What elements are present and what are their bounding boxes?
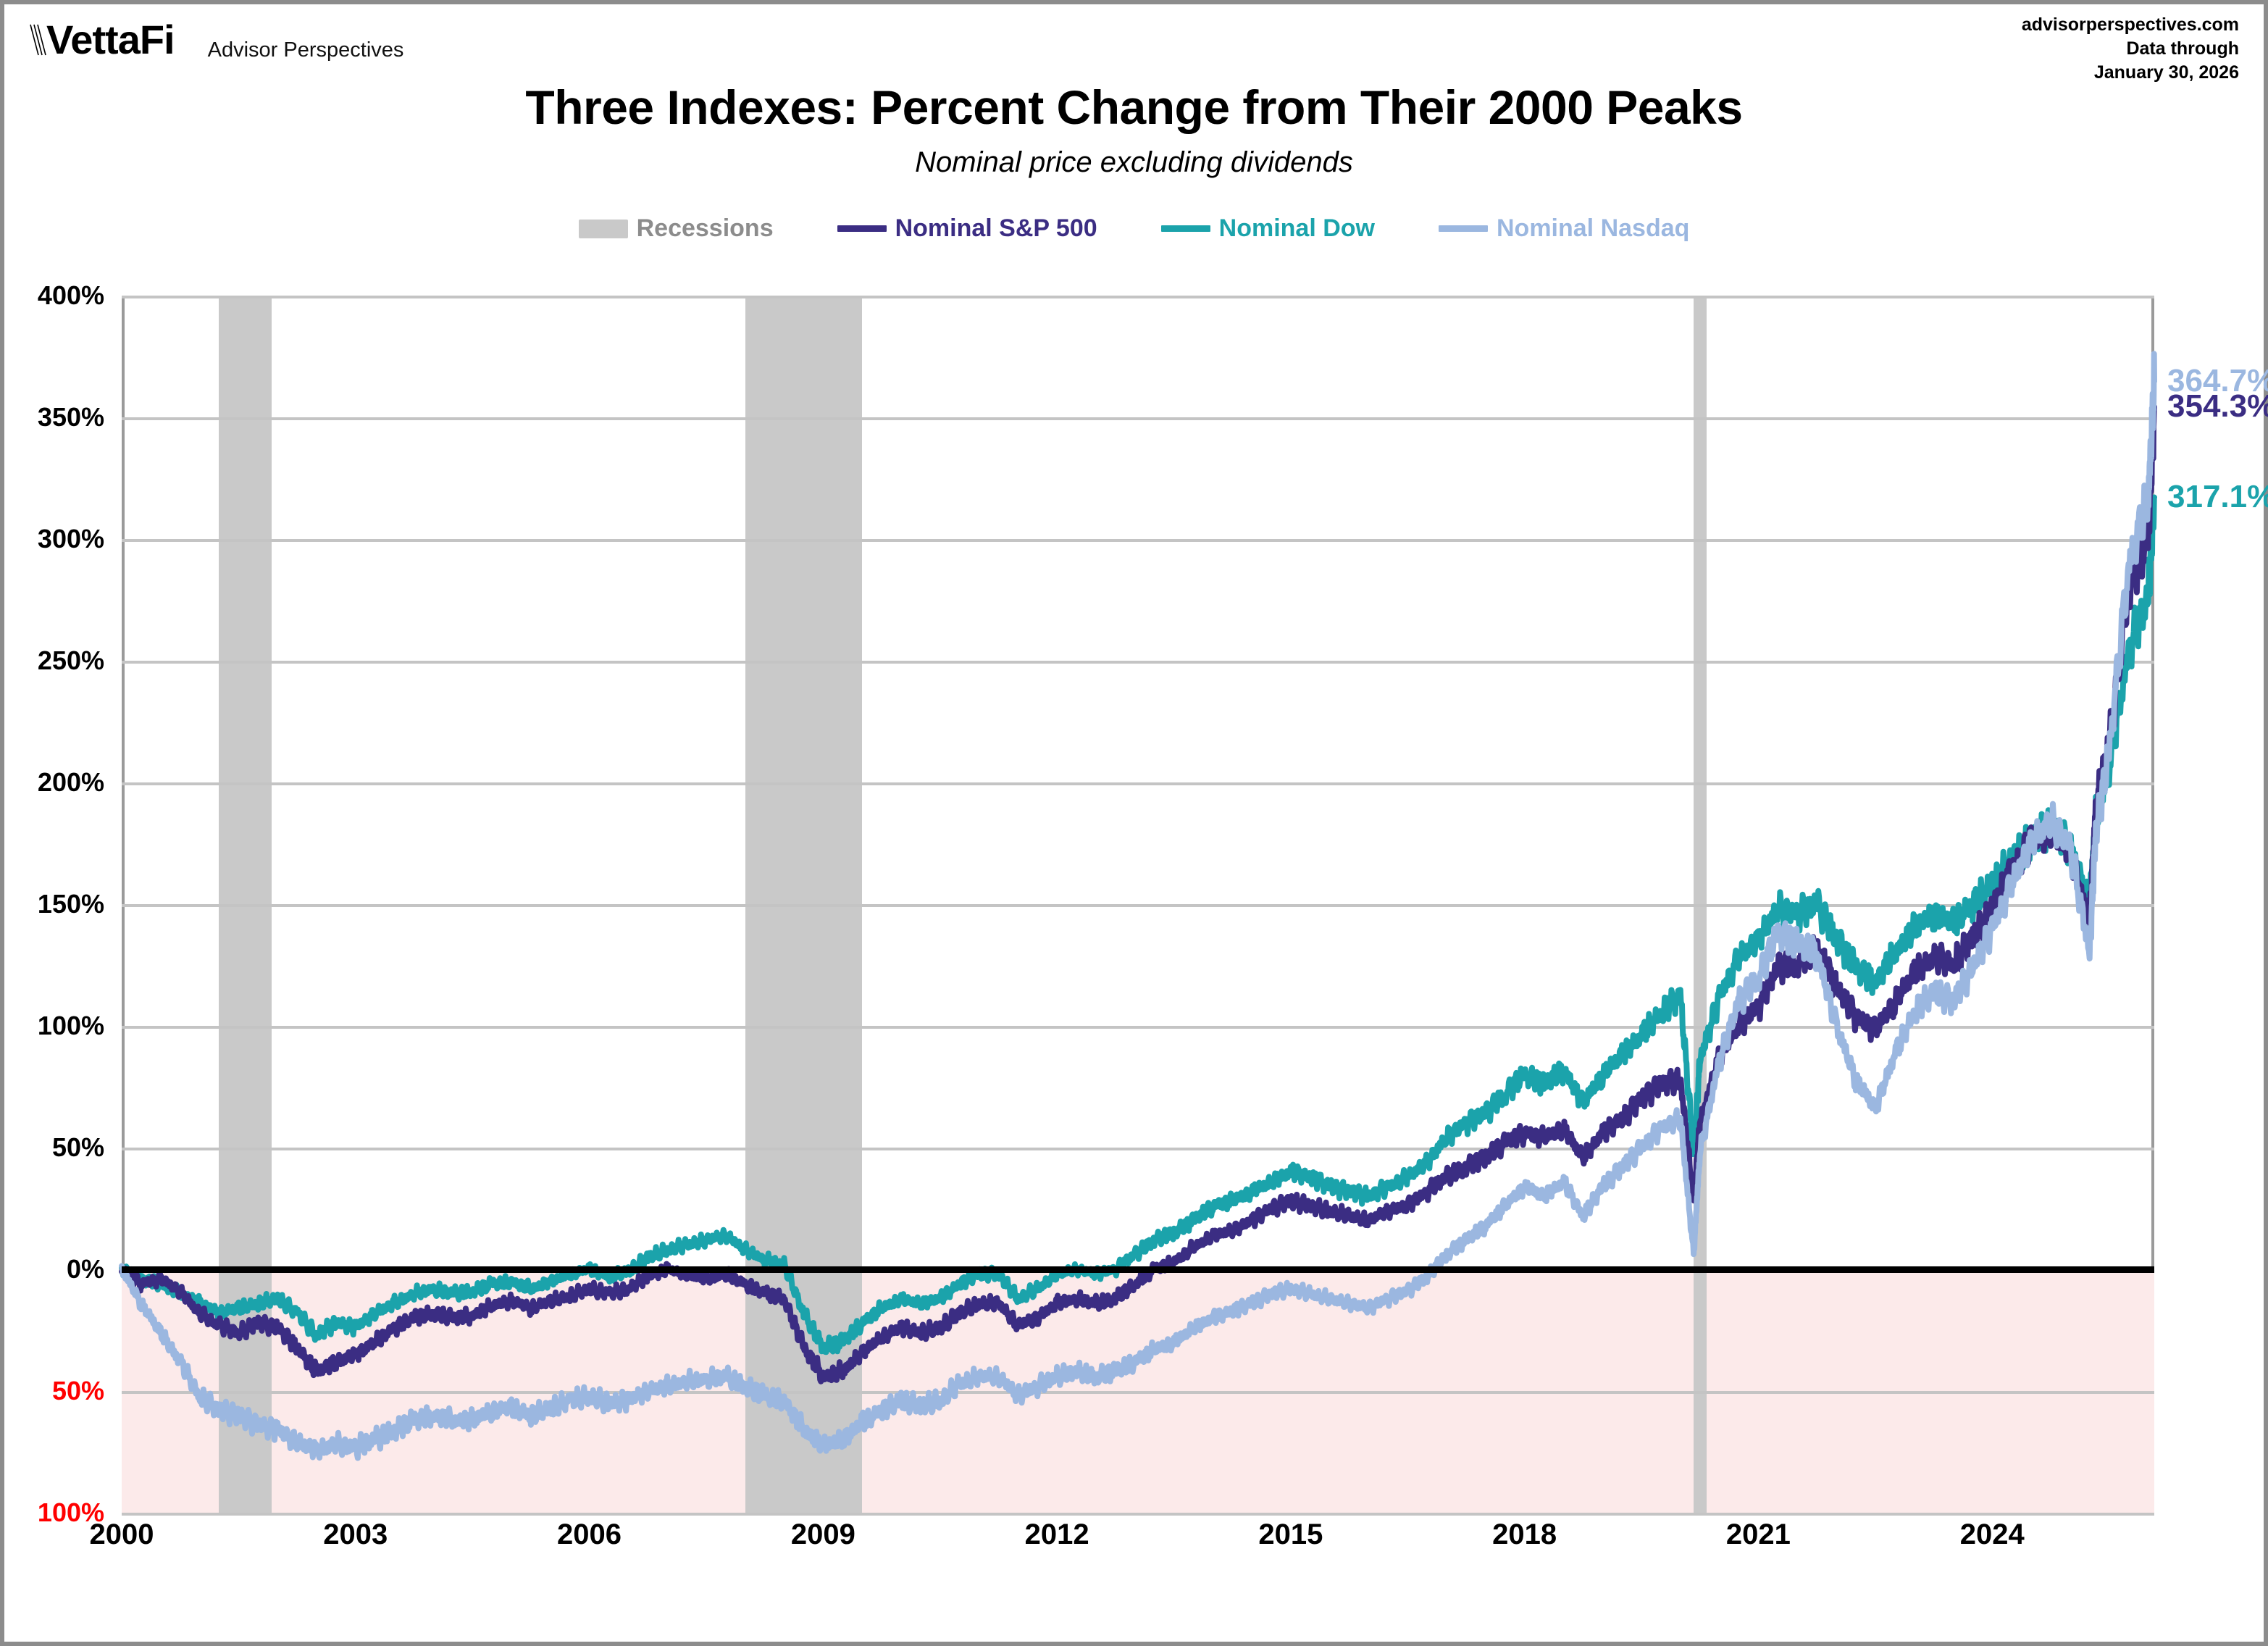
gridline [122, 1148, 2154, 1150]
series-line-nominal-nasdaq [119, 351, 2157, 1461]
source-site: advisorperspectives.com [2021, 14, 2239, 35]
end-value-label: 364.7% [2167, 362, 2268, 398]
legend-item-sp500: Nominal S&P 500 [837, 214, 1097, 243]
legend-label-dow: Nominal Dow [1218, 214, 1375, 242]
y-axis-tick-label: 300% [37, 524, 104, 553]
end-value-label: 354.3% [2167, 388, 2268, 424]
x-axis-tick-label: 2009 [790, 1518, 855, 1550]
series-line-nominal-dow [119, 494, 2157, 1355]
y-axis-tick-label: 50% [51, 1376, 104, 1405]
gridline [122, 1026, 2154, 1029]
y-axis-tick-label: 100% [37, 1497, 104, 1527]
y-axis-tick-label: 250% [37, 646, 104, 675]
gridline [122, 1513, 2154, 1516]
series-line-nominal-s-p-500 [119, 404, 2157, 1384]
x-axis-tick-label: 2006 [557, 1518, 622, 1550]
x-axis-labels: 2000 2003 2006 2009 2012 2015 2018 2021 2024 [90, 1518, 2154, 1569]
gridline [122, 904, 2154, 907]
y-axis-tick-label: 0% [66, 1254, 104, 1284]
gridline [122, 782, 2154, 785]
y-axis-tick-label: 400% [37, 280, 104, 310]
y-axis-tick-label: 350% [37, 402, 104, 432]
legend-item-nasdaq: Nominal Nasdaq [1439, 214, 1689, 243]
end-value-label: 317.1% [2167, 478, 2268, 514]
source-meta: advisorperspectives.com Data through Jan… [2022, 13, 2239, 85]
y-axis-tick-label: 200% [37, 767, 104, 797]
gridline [122, 417, 2154, 420]
x-axis-tick-label: 2003 [323, 1518, 388, 1550]
x-axis-tick-label: 2024 [1959, 1518, 2025, 1550]
y-axis-tick-label: 50% [51, 1132, 104, 1162]
gridline [122, 296, 2154, 298]
legend-label-sp500: Nominal S&P 500 [895, 214, 1097, 242]
legend-item-recessions: Recessions [578, 214, 774, 243]
gridline [122, 1391, 2154, 1394]
recession-swatch-icon [578, 219, 628, 238]
zero-reference-line [122, 1266, 2154, 1273]
gridline [122, 661, 2154, 664]
y-axis-tick-label: 100% [37, 1011, 104, 1040]
legend-label-recessions: Recessions [636, 214, 774, 242]
x-axis-tick-label: 2021 [1725, 1518, 1791, 1550]
gridline [122, 539, 2154, 542]
series-lines [119, 351, 2157, 1461]
x-axis-tick-label: 2018 [1492, 1518, 1557, 1550]
chart-title: Three Indexes: Percent Change from Their… [525, 80, 1743, 134]
vettafi-logo-text: VettaFi [46, 17, 175, 62]
vettafi-logo: VettaFi [29, 16, 175, 63]
chart-subtitle: Nominal price excluding dividends [915, 146, 1353, 178]
y-axis-tick-label: 150% [37, 889, 104, 919]
x-axis-tick-label: 2012 [1024, 1518, 1089, 1550]
line-swatch-icon-nasdaq [1439, 225, 1488, 232]
line-swatch-icon-sp500 [837, 225, 887, 232]
vettafi-logo-icon [29, 23, 51, 57]
y-axis-labels: 400% 350% 300% 250% 200% 150% 100% 50% 0% 50% 100% [4, 280, 113, 1527]
line-swatch-icon-dow [1160, 225, 1210, 232]
data-through-date: January 30, 2026 [2093, 62, 2239, 83]
plot-area: 354.3% 317.1% 364.7% [119, 296, 2268, 1516]
legend-item-dow: Nominal Dow [1160, 214, 1375, 243]
chart-legend: Recessions Nominal S&P 500 Nominal Dow N… [4, 214, 2264, 243]
legend-label-nasdaq: Nominal Nasdaq [1497, 214, 1690, 242]
x-axis-tick-label: 2015 [1258, 1518, 1323, 1550]
brand-subtitle: Advisor Perspectives [207, 38, 404, 62]
x-axis-tick-label: 2000 [89, 1518, 154, 1550]
brand-header: VettaFi Advisor Perspectives [29, 16, 403, 63]
data-through-label: Data through [2126, 38, 2239, 59]
